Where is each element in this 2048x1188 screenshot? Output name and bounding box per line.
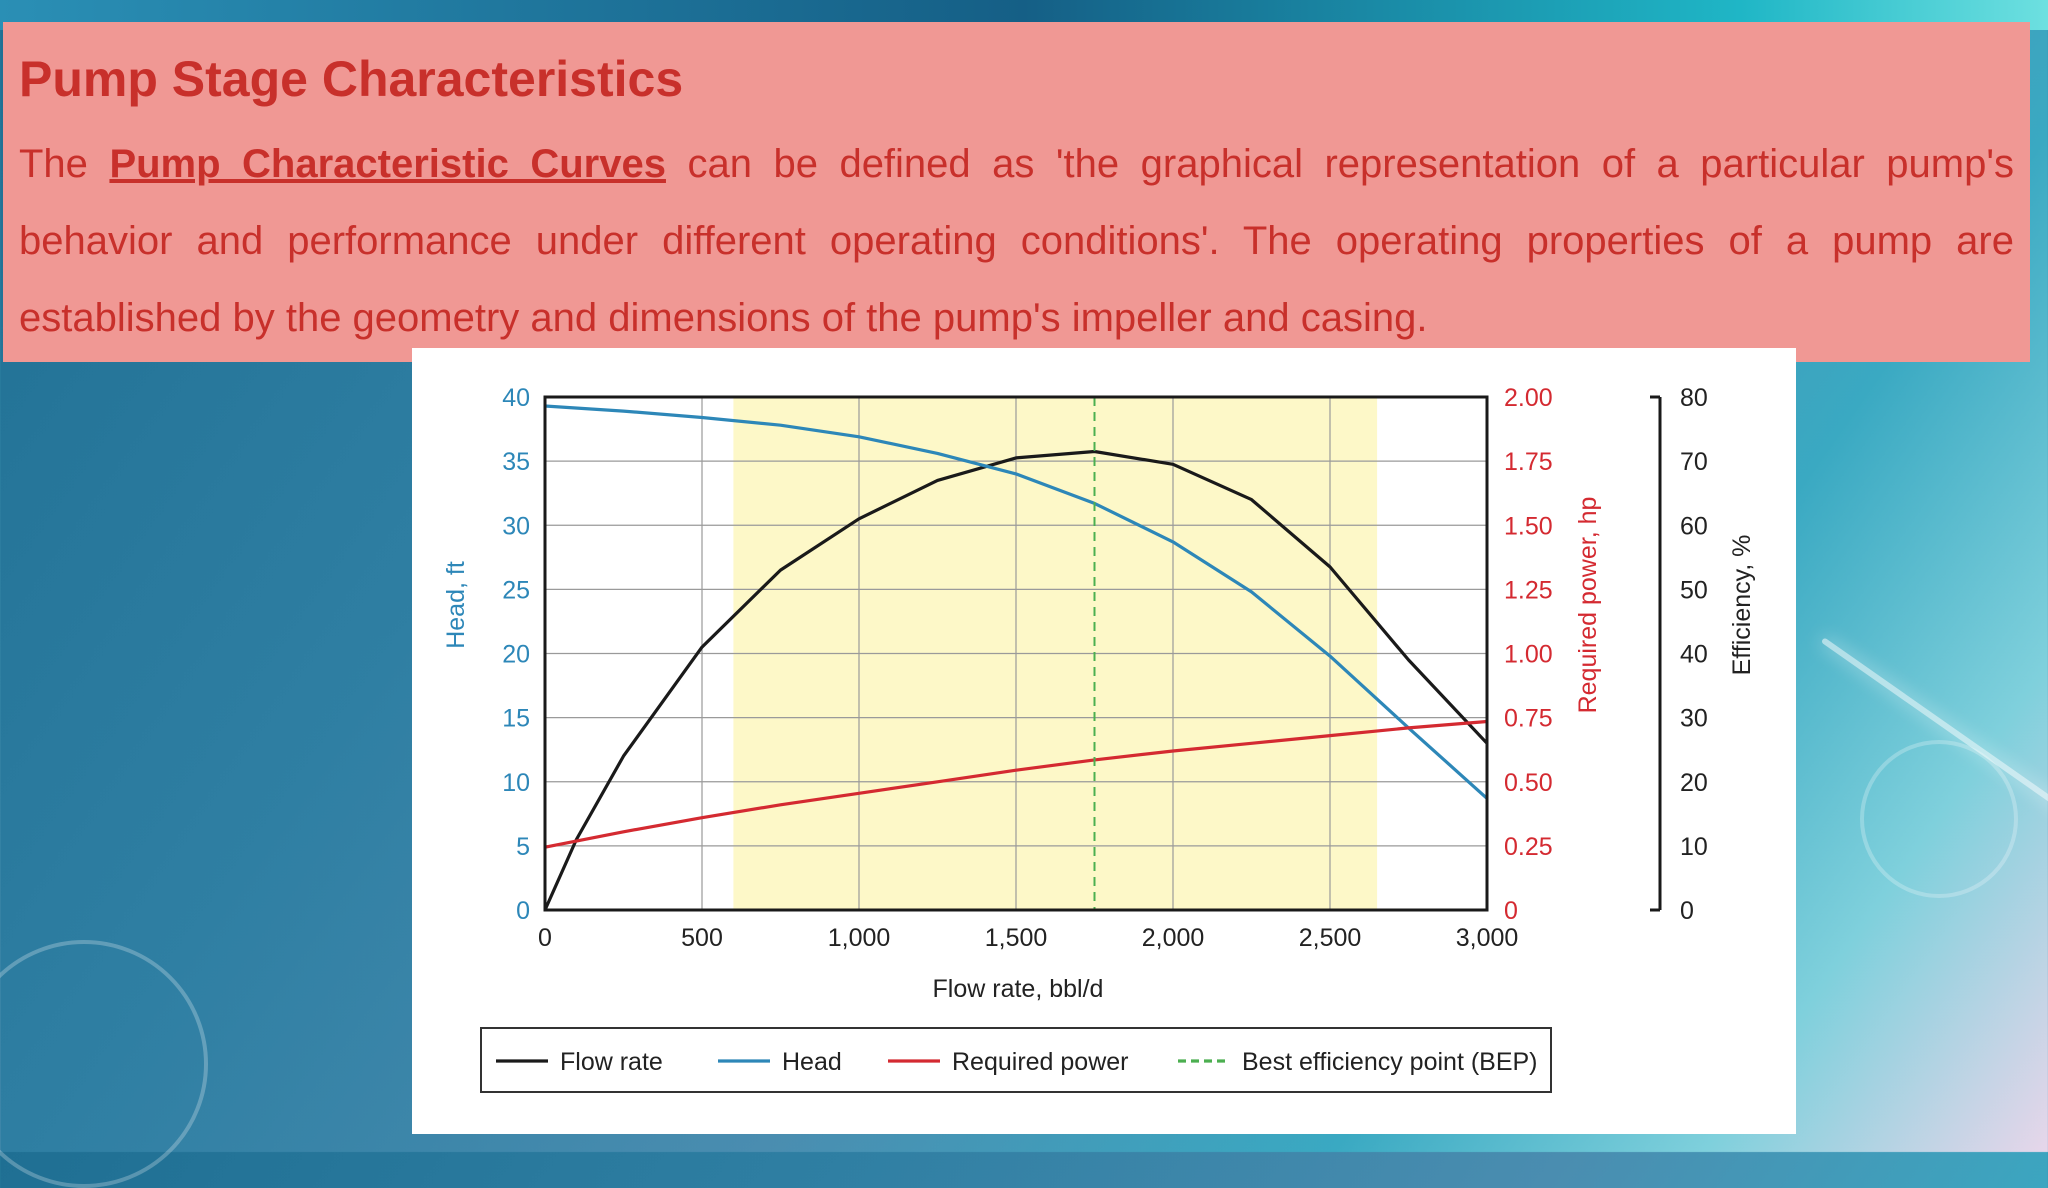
head-tick-label: 0 [516, 897, 530, 925]
power-tick-label: 1.25 [1504, 576, 1553, 604]
head-tick-label: 40 [502, 384, 530, 412]
x-tick-label: 1,500 [985, 924, 1048, 952]
head-tick-label: 35 [502, 448, 530, 476]
head-tick-label: 5 [516, 833, 530, 861]
legend-entry-label: Head [782, 1048, 842, 1076]
efficiency-tick-label: 50 [1680, 576, 1708, 604]
x-tick-label: 1,000 [828, 924, 891, 952]
required-power-series-line [544, 719, 1488, 849]
keyword-pump-characteristic-curves: Pump Characteristic Curves [109, 142, 666, 186]
head-series-line [544, 404, 1489, 800]
efficiency-tick-label: 30 [1680, 705, 1708, 733]
x-tick-label: 2,000 [1142, 924, 1205, 952]
background-ring-left [0, 940, 208, 1188]
plot-frame [543, 395, 1489, 912]
x-tick-label: 2,500 [1299, 924, 1362, 952]
flow-rate-series-line [543, 449, 1489, 911]
background-ring-right [1860, 740, 2018, 898]
definition-paragraph: The Pump Characteristic Curves can be de… [19, 126, 2014, 357]
power-tick-label: 0.25 [1504, 833, 1553, 861]
power-axis-label: Required power, hp [1574, 497, 1602, 714]
efficiency-tick-label: 80 [1680, 384, 1708, 412]
head-axis-label: Head, ft [442, 561, 470, 649]
efficiency-tick-label: 70 [1680, 448, 1708, 476]
efficiency-tick-label: 0 [1680, 897, 1694, 925]
head-tick-label: 20 [502, 641, 530, 669]
intro-text-box: Pump Stage Characteristics The Pump Char… [3, 22, 2030, 362]
x-tick-label: 0 [538, 924, 552, 952]
head-tick-label: 15 [502, 705, 530, 733]
efficiency-tick-label: 20 [1680, 769, 1708, 797]
efficiency-tick-label: 40 [1680, 641, 1708, 669]
chart-legend: Flow rate Head Required power Best efficien… [480, 1027, 1552, 1093]
power-tick-label: 0 [1504, 897, 1518, 925]
head-tick-label: 30 [502, 512, 530, 540]
legend-entry-label: Flow rate [560, 1048, 663, 1076]
x-axis-label: Flow rate, bbl/d [933, 975, 1104, 1003]
efficiency-tick-label: 60 [1680, 512, 1708, 540]
legend-entry-label: Required power [952, 1048, 1129, 1076]
legend-entry-label: Best efficiency point (BEP) [1242, 1048, 1538, 1076]
head-tick-label: 10 [502, 769, 530, 797]
power-tick-label: 1.50 [1504, 512, 1553, 540]
paragraph-lead: The [19, 142, 110, 186]
slide-title: Pump Stage Characteristics [19, 51, 684, 107]
power-tick-label: 1.75 [1504, 448, 1553, 476]
power-tick-label: 0.75 [1504, 705, 1553, 733]
x-tick-label: 3,000 [1456, 924, 1519, 952]
legend-frame [480, 1027, 1552, 1093]
power-tick-label: 2.00 [1504, 384, 1553, 412]
power-tick-label: 0.50 [1504, 769, 1553, 797]
power-tick-label: 1.00 [1504, 641, 1553, 669]
efficiency-tick-label: 10 [1680, 833, 1708, 861]
x-tick-label: 500 [681, 924, 723, 952]
head-tick-label: 25 [502, 576, 530, 604]
efficiency-axis-label: Efficiency, % [1728, 535, 1756, 676]
pump-curve-chart: 0 500 1,000 1,500 2,000 2,500 3,000 0 0 0 5 0.25 10 1… [412, 348, 1796, 1134]
paragraph-body: can be defined as 'the graphical represe… [19, 142, 2015, 340]
